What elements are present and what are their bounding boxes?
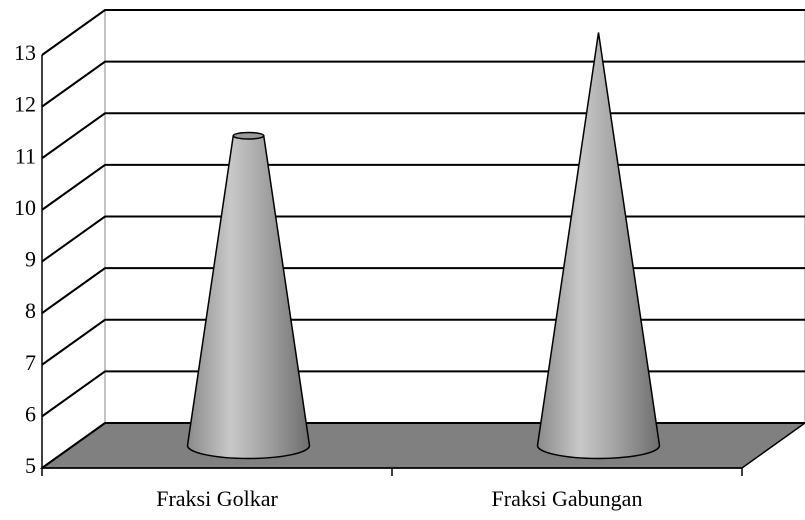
grid-line (41, 60, 805, 108)
cone (186, 131, 311, 460)
y-tick-label: 12 (14, 92, 36, 117)
y-tick-label: 5 (25, 453, 36, 478)
grid-line (41, 9, 805, 56)
cone-top (232, 131, 265, 140)
y-tick-label: 6 (25, 401, 36, 426)
cone-body (536, 32, 661, 460)
grid-line (41, 112, 805, 160)
x-tick-label: Fraksi Golkar (156, 486, 278, 511)
y-tick-label: 11 (15, 143, 36, 168)
y-tick-label: 9 (25, 247, 36, 272)
y-tick-label: 13 (14, 40, 36, 65)
y-tick-label: 8 (25, 298, 36, 323)
floor (39, 422, 805, 469)
y-tick-label: 10 (14, 195, 36, 220)
cone (536, 32, 661, 460)
y-tick-label: 7 (25, 350, 36, 375)
cone-body (186, 135, 311, 460)
grid-line (41, 163, 805, 211)
x-tick-label: Fraksi Gabungan (492, 486, 643, 511)
